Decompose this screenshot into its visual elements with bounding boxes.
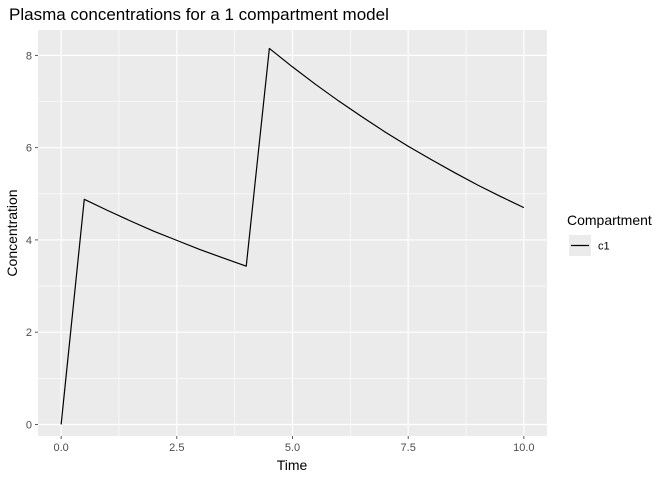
series-layer [60,47,525,425]
x-axis-title: Time [277,457,308,473]
y-tick-label: 6 [26,143,32,155]
series-line-c1 [60,47,525,425]
y-tick-label: 4 [26,235,32,247]
legend: Compartment c1 [567,212,652,256]
legend-title: Compartment [567,212,652,228]
major-gridlines [38,30,547,436]
x-tick-label: 0.0 [53,442,68,454]
y-tick-label: 0 [26,419,32,431]
x-tick-label: 10.0 [513,442,534,454]
x-tick-label: 7.5 [401,442,416,454]
legend-label-c1: c1 [598,241,610,253]
x-axis-ticks: 0.0 2.5 5.0 7.5 10.0 [53,436,535,454]
chart-title: Plasma concentrations for a 1 compartmen… [9,5,389,24]
y-axis-ticks: 0 2 4 6 8 [26,50,38,431]
y-tick-label: 8 [26,50,32,62]
y-axis-title: Concentration [4,189,20,276]
x-tick-label: 2.5 [169,442,184,454]
x-tick-label: 5.0 [285,442,300,454]
y-tick-label: 2 [26,327,32,339]
